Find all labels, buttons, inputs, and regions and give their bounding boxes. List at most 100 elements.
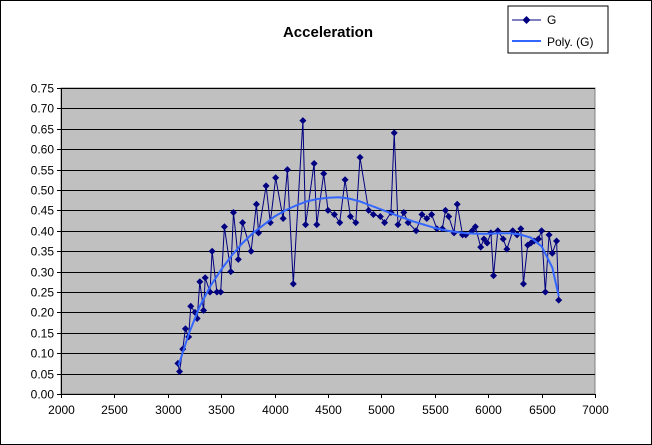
series-g-point	[519, 280, 527, 288]
plot-area	[60, 87, 596, 395]
y-tick-label: 0.15	[31, 327, 55, 341]
series-g-point	[534, 235, 542, 243]
y-tick-labels: 0.00 0.05 0.10 0.15 0.20 0.25 0.30 0.35 0.40 0.45…	[31, 82, 55, 402]
series-g-point	[289, 280, 297, 288]
series-g-point	[201, 274, 209, 282]
y-tick-label: 0.45	[31, 204, 55, 218]
x-tick-label: 4500	[315, 403, 342, 417]
y-tick-label: 0.65	[31, 123, 55, 137]
axes	[57, 88, 596, 398]
series-g-point	[499, 235, 507, 243]
series-g-point	[541, 288, 549, 296]
x-tick-label: 2500	[101, 403, 128, 417]
series-g-point	[239, 219, 247, 227]
x-tick-label: 5000	[368, 403, 395, 417]
x-tick-label: 3000	[155, 403, 182, 417]
series-g-point	[310, 159, 318, 167]
series-layer	[174, 117, 563, 376]
series-g-point	[272, 174, 280, 182]
grid-lines	[61, 88, 595, 375]
y-tick-label: 0.20	[31, 306, 55, 320]
series-g-point	[234, 255, 242, 263]
series-g-point	[330, 210, 338, 218]
y-tick-label: 0.25	[31, 286, 55, 300]
x-tick-labels: 2000 2500 3000 3500 4000 4500 5000 5500 6000 6500…	[48, 403, 609, 417]
series-g-point	[555, 296, 563, 304]
series-g-point	[283, 166, 291, 174]
series-g-point	[490, 272, 498, 280]
series-poly-trendline	[177, 196, 560, 366]
x-tick-label: 5500	[422, 403, 449, 417]
series-g-point	[220, 223, 228, 231]
series-g-point	[313, 221, 321, 229]
legend-label-g: G	[547, 13, 556, 27]
series-g-point	[400, 208, 408, 216]
y-tick-label: 0.60	[31, 143, 55, 157]
series-g-point	[390, 129, 398, 137]
series-g-point	[369, 210, 377, 218]
series-g-point	[545, 231, 553, 239]
y-tick-label: 0.05	[31, 368, 55, 382]
y-tick-label: 0.50	[31, 184, 55, 198]
series-g-point	[181, 325, 189, 333]
series-g-point	[453, 200, 461, 208]
series-g-point	[320, 170, 328, 178]
y-tick-label: 0.10	[31, 347, 55, 361]
series-g-point	[376, 213, 384, 221]
legend-label-poly: Poly. (G)	[547, 35, 593, 49]
series-g-point	[200, 306, 208, 314]
legend: G Poly. (G)	[507, 5, 609, 54]
series-g-point	[252, 200, 260, 208]
y-tick-label: 0.70	[31, 102, 55, 116]
series-g-point	[341, 176, 349, 184]
series-g-point	[227, 268, 235, 276]
series-g-point	[299, 117, 307, 125]
y-tick-label: 0.40	[31, 225, 55, 239]
series-g-point	[480, 235, 488, 243]
series-g-point	[217, 288, 225, 296]
series-g-point	[548, 249, 556, 257]
series-g-point	[213, 288, 221, 296]
series-g-point	[336, 219, 344, 227]
series-g-point	[538, 227, 546, 235]
series-g-point	[445, 213, 453, 221]
legend-marker-g	[522, 16, 531, 24]
series-g-point	[394, 221, 402, 229]
chart-title: Acceleration	[283, 24, 373, 41]
series-g-point	[187, 302, 195, 310]
series-g-point	[381, 219, 389, 227]
series-g-point	[441, 206, 449, 214]
series-g-point	[553, 237, 561, 245]
y-tick-label: 0.55	[31, 164, 55, 178]
x-tick-label: 3500	[208, 403, 235, 417]
x-tick-label: 6500	[529, 403, 556, 417]
series-g-point	[176, 368, 184, 376]
series-g-point	[302, 221, 310, 229]
y-tick-label: 0.35	[31, 245, 55, 259]
series-g-point	[352, 219, 360, 227]
x-tick-label: 4000	[262, 403, 289, 417]
series-g-point	[418, 210, 426, 218]
x-tick-label: 6000	[475, 403, 502, 417]
series-g-point	[483, 239, 491, 247]
series-g-point	[412, 227, 420, 235]
series-g-point	[229, 208, 237, 216]
y-tick-label: 0.30	[31, 266, 55, 280]
series-g-point	[471, 223, 479, 231]
series-g-point	[346, 213, 354, 221]
series-g-point	[279, 215, 287, 223]
x-tick-label: 2000	[48, 403, 75, 417]
x-tick-label: 7000	[582, 403, 609, 417]
series-g-point	[517, 225, 525, 233]
y-tick-label: 0.00	[31, 388, 55, 402]
series-g-point	[247, 247, 255, 255]
series-g-point	[477, 243, 485, 251]
series-g-point	[428, 210, 436, 218]
series-g-point	[503, 245, 511, 253]
legend-box	[507, 5, 609, 54]
series-g-point	[423, 215, 431, 223]
series-g-point	[324, 206, 332, 214]
series-g-point	[208, 247, 216, 255]
